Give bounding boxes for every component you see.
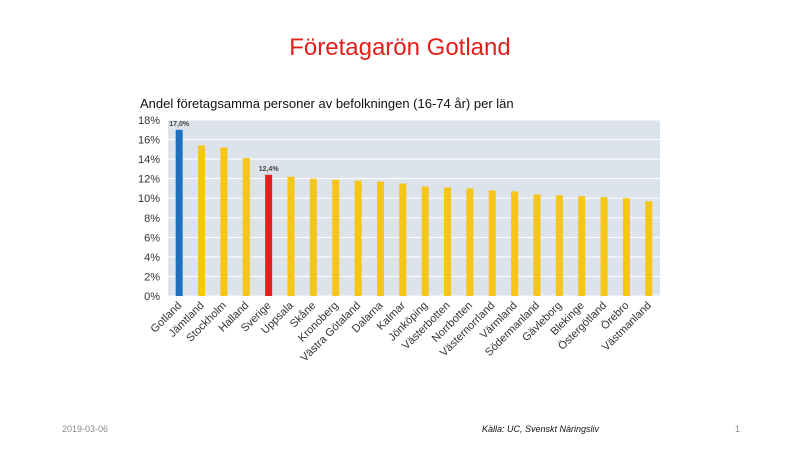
chart-subtitle: Andel företagsamma personer av befolknin…	[140, 96, 514, 111]
bar	[511, 191, 519, 296]
y-tick-label: 10%	[138, 193, 160, 205]
bar	[533, 194, 541, 296]
bar	[242, 158, 250, 296]
bar	[578, 196, 586, 296]
data-label: 17,0%	[169, 121, 190, 128]
bar	[622, 198, 630, 296]
y-tick-label: 16%	[138, 135, 160, 147]
footer-page-number: 1	[735, 424, 741, 434]
y-tick-label: 14%	[138, 154, 160, 166]
y-tick-label: 2%	[144, 271, 160, 283]
y-tick-label: 8%	[144, 213, 160, 225]
footer-source: Källa: UC, Svenskt Näringsliv	[482, 424, 600, 434]
bar	[376, 181, 384, 296]
bar	[332, 179, 340, 296]
bar	[555, 195, 563, 296]
bar	[265, 174, 273, 296]
bar	[287, 176, 295, 296]
slide-title: Företagarön Gotland	[289, 34, 511, 61]
bar	[466, 188, 474, 296]
y-tick-label: 6%	[144, 232, 160, 244]
y-tick-label: 18%	[138, 115, 160, 127]
bar	[444, 187, 452, 296]
bar	[600, 197, 608, 296]
footer-date: 2019-03-06	[62, 424, 109, 434]
y-tick-label: 0%	[144, 291, 160, 303]
data-label: 12,4%	[259, 166, 280, 173]
bar	[488, 190, 496, 296]
y-tick-label: 12%	[138, 174, 160, 186]
bar	[645, 201, 653, 296]
plot-area	[168, 120, 660, 296]
bar	[354, 180, 362, 296]
bar	[309, 178, 317, 296]
bar	[421, 186, 429, 296]
y-tick-label: 4%	[144, 252, 160, 264]
bar	[198, 145, 206, 296]
bar	[220, 147, 228, 296]
bar	[399, 183, 407, 296]
bar	[175, 129, 183, 296]
